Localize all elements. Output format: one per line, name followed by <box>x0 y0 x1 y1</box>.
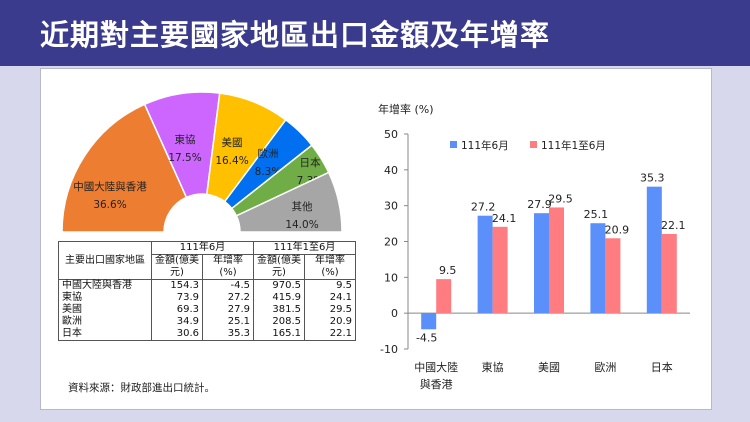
x-tick-label: 與香港 <box>420 377 453 391</box>
x-tick-label: 歐洲 <box>594 360 616 374</box>
y-tick-label: 20 <box>384 236 398 249</box>
bar <box>549 207 564 314</box>
x-tick-label: 日本 <box>651 360 673 374</box>
bar-value-label: 25.1 <box>584 208 609 221</box>
cell-r2: 20.9 <box>304 316 356 328</box>
pie-slice <box>61 103 188 233</box>
pie-slice-label: 東協 <box>175 133 196 146</box>
pie-slice-label: 美國 <box>222 136 243 149</box>
table-row: 東協 73.9 27.2 415.9 24.1 <box>58 292 356 304</box>
col-rate-2: 年增率(%) <box>304 254 356 280</box>
legend-label: 111年6月 <box>461 139 509 152</box>
y-tick-label: 40 <box>384 164 398 177</box>
cell-r2: 24.1 <box>304 292 356 304</box>
legend-swatch <box>530 141 537 148</box>
pie-slice-percent: 14.0% <box>285 219 318 231</box>
x-tick-label: 中國大陸 <box>414 360 458 374</box>
cell-r2: 22.1 <box>304 328 356 341</box>
bar <box>436 279 452 314</box>
col-amount-2: 金額(億美元) <box>253 254 305 280</box>
y-tick-label: 0 <box>391 307 398 320</box>
y-tick-label: -10 <box>380 343 398 356</box>
pie-slice-label: 歐洲 <box>258 147 279 160</box>
col-amount-1: 金額(億美元) <box>151 254 203 280</box>
bar <box>605 238 621 314</box>
title-banner: 近期對主要國家地區出口金額及年增率 <box>0 0 750 66</box>
legend-swatch <box>450 141 457 148</box>
bar-value-label: 22.1 <box>661 219 686 232</box>
bar-value-label: 29.5 <box>548 192 573 205</box>
pie-slice-label: 中國大陸與香港 <box>73 180 147 193</box>
x-tick-label: 東協 <box>482 361 504 374</box>
bar-value-label: 9.5 <box>439 264 457 277</box>
bar-value-label: 27.2 <box>471 201 496 214</box>
bar <box>421 313 437 330</box>
pie-slice-percent: 16.4% <box>215 155 248 167</box>
pie-slice-label: 日本 <box>300 156 321 169</box>
y-tick-label: 50 <box>384 128 398 141</box>
table-row: 中國大陸與香港 154.3 -4.5 970.5 9.5 <box>58 279 356 292</box>
table-row-header: 主要出口國家地區 <box>58 241 152 280</box>
bar <box>477 215 493 314</box>
x-tick-label: 美國 <box>538 361 560 374</box>
source-note: 資料來源：財政部進出口統計。 <box>68 382 215 394</box>
bar-value-label: 27.9 <box>527 198 552 211</box>
bar-value-label: 24.1 <box>492 212 517 225</box>
y-tick-label: 10 <box>384 271 398 284</box>
cell-r2: 29.5 <box>304 304 356 316</box>
bar <box>590 223 606 314</box>
y-axis-label: 年增率 (%) <box>378 102 434 116</box>
bar-value-label: -4.5 <box>416 331 437 344</box>
cell-r2: 9.5 <box>304 279 356 292</box>
export-table: 主要出口國家地區 111年6月 111年1至6月 金額(億美元) 年增率(%) … <box>58 241 356 341</box>
bar-value-label: 35.3 <box>640 172 665 185</box>
pie-slice-percent: 36.6% <box>93 199 126 211</box>
pie-slice-label: 其他 <box>292 200 313 213</box>
page-title: 近期對主要國家地區出口金額及年增率 <box>40 18 551 52</box>
table-row: 歐洲 34.9 25.1 208.5 20.9 <box>58 316 356 328</box>
bar <box>661 233 677 314</box>
pie-slice <box>235 171 343 233</box>
col-rate-1: 年增率(%) <box>202 254 254 280</box>
bar-value-label: 20.9 <box>605 223 630 236</box>
bar <box>534 213 549 314</box>
table-row: 日本 30.6 35.3 165.1 22.1 <box>58 328 356 341</box>
legend-label: 111年1至6月 <box>541 139 606 152</box>
y-tick-label: 30 <box>384 200 398 213</box>
bar <box>646 186 662 314</box>
bar <box>492 226 508 314</box>
table-row: 美國 69.3 27.9 381.5 29.5 <box>58 304 356 316</box>
pie-slice-percent: 17.5% <box>168 152 201 164</box>
